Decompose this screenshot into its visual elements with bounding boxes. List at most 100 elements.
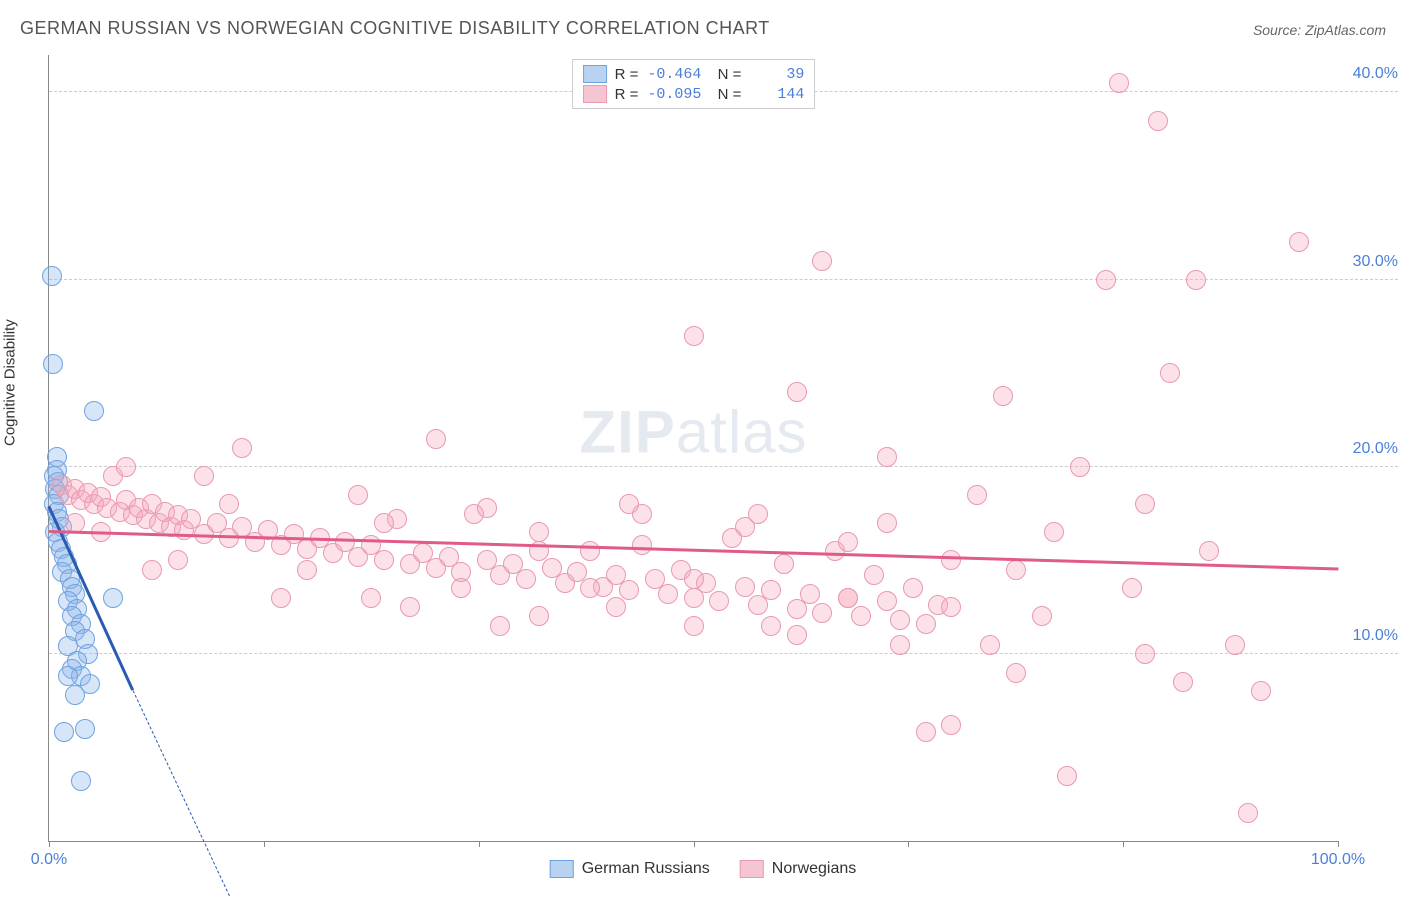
legend-item-0: German Russians [550, 860, 710, 878]
data-point-series-1 [490, 616, 510, 636]
data-point-series-1 [916, 722, 936, 742]
data-point-series-1 [1199, 541, 1219, 561]
data-point-series-1 [684, 326, 704, 346]
data-point-series-1 [941, 715, 961, 735]
r-value-1: -0.095 [646, 86, 701, 103]
xtick-label: 100.0% [1311, 851, 1365, 869]
data-point-series-1 [903, 578, 923, 598]
data-point-series-1 [812, 251, 832, 271]
data-point-series-1 [271, 588, 291, 608]
data-point-series-1 [916, 614, 936, 634]
data-point-series-1 [877, 591, 897, 611]
data-point-series-1 [1032, 606, 1052, 626]
data-point-series-1 [619, 580, 639, 600]
data-point-series-1 [864, 565, 884, 585]
data-point-series-1 [567, 562, 587, 582]
data-point-series-1 [1225, 635, 1245, 655]
data-point-series-1 [658, 584, 678, 604]
data-point-series-1 [709, 591, 729, 611]
data-point-series-1 [361, 588, 381, 608]
data-point-series-1 [838, 588, 858, 608]
data-point-series-1 [1186, 270, 1206, 290]
swatch-series-1 [583, 85, 607, 103]
ytick-label: 30.0% [1353, 253, 1398, 271]
data-point-series-0 [54, 722, 74, 742]
data-point-series-1 [1044, 522, 1064, 542]
data-point-series-0 [103, 588, 123, 608]
data-point-series-1 [374, 550, 394, 570]
data-point-series-1 [632, 535, 652, 555]
data-point-series-1 [1160, 363, 1180, 383]
data-point-series-1 [1070, 457, 1090, 477]
data-point-series-1 [761, 580, 781, 600]
ytick-label: 20.0% [1353, 440, 1398, 458]
watermark: ZIPatlas [579, 398, 807, 467]
data-point-series-1 [529, 522, 549, 542]
swatch-legend-0 [550, 860, 574, 878]
xtick [694, 841, 695, 847]
gridline-h [49, 653, 1398, 654]
data-point-series-1 [142, 560, 162, 580]
ytick-label: 40.0% [1353, 65, 1398, 83]
legend-label-0: German Russians [582, 860, 710, 878]
trend-line-series-1 [49, 530, 1338, 570]
data-point-series-1 [1096, 270, 1116, 290]
data-point-series-1 [1006, 663, 1026, 683]
data-point-series-1 [1251, 681, 1271, 701]
gridline-h [49, 466, 1398, 467]
data-point-series-1 [194, 466, 214, 486]
data-point-series-1 [374, 513, 394, 533]
data-point-series-1 [890, 610, 910, 630]
data-point-series-1 [877, 447, 897, 467]
data-point-series-1 [516, 569, 536, 589]
data-point-series-1 [941, 597, 961, 617]
data-point-series-1 [1135, 494, 1155, 514]
xtick [49, 841, 50, 847]
source-label: Source: ZipAtlas.com [1253, 22, 1386, 38]
r-value-0: -0.464 [646, 66, 701, 83]
plot-area: ZIPatlas R =-0.464 N =39 R =-0.095 N =14… [48, 55, 1338, 842]
data-point-series-1 [297, 560, 317, 580]
data-point-series-1 [1135, 644, 1155, 664]
data-point-series-1 [993, 386, 1013, 406]
xtick [479, 841, 480, 847]
data-point-series-0 [84, 401, 104, 421]
swatch-legend-1 [740, 860, 764, 878]
data-point-series-1 [232, 438, 252, 458]
data-point-series-1 [1109, 73, 1129, 93]
data-point-series-1 [348, 485, 368, 505]
legend-label-1: Norwegians [772, 860, 856, 878]
data-point-series-0 [43, 354, 63, 374]
data-point-series-1 [116, 457, 136, 477]
legend-stats: R =-0.464 N =39 R =-0.095 N =144 [572, 59, 816, 109]
n-value-0: 39 [749, 66, 804, 83]
data-point-series-1 [684, 616, 704, 636]
data-point-series-1 [838, 532, 858, 552]
n-value-1: 144 [749, 86, 804, 103]
data-point-series-1 [451, 578, 471, 598]
data-point-series-1 [619, 494, 639, 514]
data-point-series-1 [400, 597, 420, 617]
data-point-series-0 [65, 685, 85, 705]
data-point-series-1 [800, 584, 820, 604]
data-point-series-1 [606, 597, 626, 617]
xtick [908, 841, 909, 847]
data-point-series-0 [75, 719, 95, 739]
data-point-series-1 [877, 513, 897, 533]
y-axis-label: Cognitive Disability [2, 319, 19, 446]
data-point-series-1 [684, 569, 704, 589]
data-point-series-1 [890, 635, 910, 655]
data-point-series-1 [967, 485, 987, 505]
data-point-series-1 [735, 577, 755, 597]
data-point-series-1 [1148, 111, 1168, 131]
data-point-series-1 [980, 635, 1000, 655]
data-point-series-1 [1057, 766, 1077, 786]
data-point-series-1 [1173, 672, 1193, 692]
data-point-series-1 [787, 382, 807, 402]
data-point-series-1 [168, 550, 188, 570]
data-point-series-1 [580, 578, 600, 598]
data-point-series-1 [1006, 560, 1026, 580]
data-point-series-0 [58, 666, 78, 686]
data-point-series-1 [477, 498, 497, 518]
legend-stats-row-0: R =-0.464 N =39 [583, 64, 805, 84]
